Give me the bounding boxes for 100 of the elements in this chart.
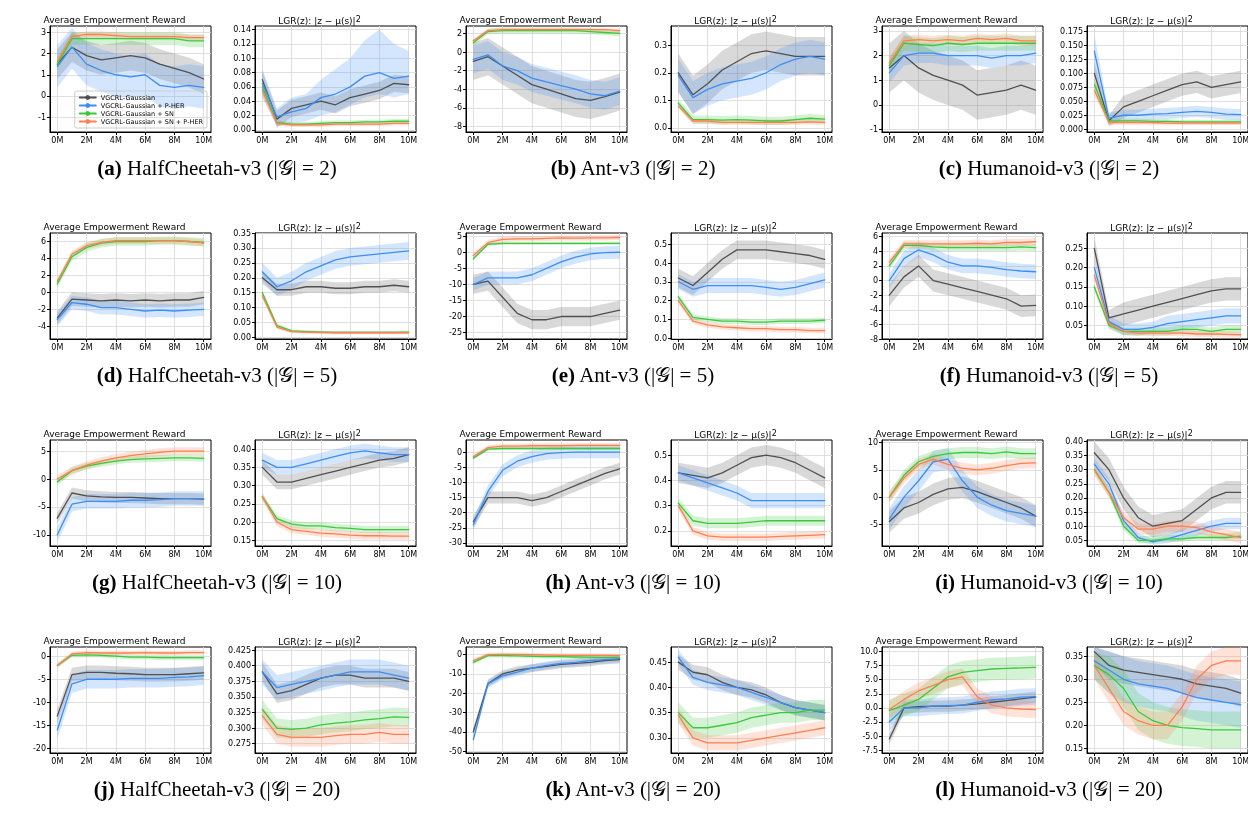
x-tick-label: 0M [883, 342, 896, 352]
y-tick-label: 0.15 [1065, 743, 1083, 753]
y-tick-label: 0.30 [1065, 465, 1083, 475]
x-tick-label: 2M [1117, 549, 1130, 559]
x-tick-label: 4M [1146, 135, 1159, 145]
y-tick-label: 0.20 [1065, 720, 1083, 730]
x-tick-label: 8M [789, 342, 802, 352]
x-tick-label: 2M [80, 342, 93, 352]
y-tick-label: 10 [867, 438, 878, 448]
x-tick-label: 2M [912, 135, 925, 145]
y-tick-label: -20 [448, 508, 462, 518]
x-tick-label: 6M [344, 135, 357, 145]
y-tick-label: -7.5 [862, 745, 878, 755]
x-tick-label: 0M [467, 135, 480, 145]
y-tick-label: 0.30 [233, 243, 251, 253]
x-tick-label: 6M [555, 549, 568, 559]
x-tick-label: 8M [1000, 756, 1013, 766]
y-tick-label: -10 [448, 279, 462, 289]
y-tick-label: -10 [448, 669, 462, 679]
x-tick-label: 2M [701, 135, 714, 145]
y-tick-label: 4 [40, 253, 46, 263]
y-tick-label: 0 [456, 47, 462, 57]
y-tick-label: 2 [872, 261, 878, 271]
x-tick-label: 10M [1232, 756, 1248, 766]
x-tick-label: 10M [195, 756, 213, 766]
y-tick-label: 10.0 [860, 647, 878, 657]
x-tick-label: 4M [525, 756, 538, 766]
x-tick-label: 0M [51, 756, 64, 766]
y-tick-label: 0.05 [1065, 321, 1083, 331]
y-tick-label: 0 [40, 651, 46, 661]
x-tick-label: 2M [912, 756, 925, 766]
y-tick-label: -2 [870, 290, 878, 300]
y-tick-label: 0 [456, 247, 462, 257]
x-tick-label: 10M [1232, 342, 1248, 352]
x-tick-label: 0M [883, 135, 896, 145]
x-tick-label: 4M [525, 135, 538, 145]
y-tick-label: 0.2 [654, 526, 667, 536]
y-tick-label: 0.3 [654, 40, 667, 50]
x-tick-label: 6M [555, 756, 568, 766]
x-tick-label: 6M [344, 549, 357, 559]
x-tick-label: 2M [1117, 342, 1130, 352]
y-tick-label: 0.12 [233, 39, 251, 49]
x-tick-label: 4M [941, 135, 954, 145]
x-tick-label: 6M [971, 756, 984, 766]
y-tick-label: 0.25 [233, 499, 251, 509]
x-tick-label: 8M [789, 549, 802, 559]
x-tick-label: 6M [760, 756, 773, 766]
x-tick-label: 2M [701, 756, 714, 766]
x-tick-label: 2M [1117, 756, 1130, 766]
y-tick-label: 0.25 [1065, 697, 1083, 707]
y-tick-label: 0 [872, 492, 878, 502]
y-tick-label: -5 [454, 263, 462, 273]
y-tick-label: -2 [454, 66, 462, 76]
text: (d) HalfCheetah-v3 (|𝒢| = 5) [95, 363, 339, 388]
x-tick-label: 0M [672, 756, 685, 766]
y-tick-label: -30 [448, 708, 462, 718]
y-tick-label: 0.5 [654, 239, 667, 249]
x-tick-label: 4M [109, 342, 122, 352]
x-tick-label: 10M [1232, 135, 1248, 145]
y-tick-label: -10 [32, 697, 46, 707]
text: (k) Ant-v3 (|𝒢| = 20) [544, 777, 722, 802]
x-tick-label: 2M [912, 342, 925, 352]
x-tick-label: 2M [80, 549, 93, 559]
y-tick-label: 5 [456, 231, 462, 241]
x-tick-label: 0M [1088, 135, 1101, 145]
x-tick-label: 4M [1146, 756, 1159, 766]
y-tick-label: 0 [456, 447, 462, 457]
y-tick-label: 0.10 [1065, 301, 1083, 311]
y-tick-label: 0.25 [1065, 243, 1083, 253]
x-tick-label: 4M [314, 756, 327, 766]
x-tick-label: 2M [285, 756, 298, 766]
x-tick-label: 8M [373, 135, 386, 145]
x-tick-label: 8M [373, 549, 386, 559]
y-tick-label: 0.150 [1060, 41, 1083, 51]
y-tick-label: -25 [448, 328, 462, 338]
chart-title: Average Empowerment Reward [459, 428, 602, 439]
x-tick-label: 0M [883, 756, 896, 766]
y-tick-label: 0.0 [865, 703, 878, 713]
x-tick-label: 10M [816, 756, 834, 766]
y-tick-label: -4 [38, 321, 46, 331]
x-tick-label: 10M [611, 756, 629, 766]
y-tick-label: 0.025 [1060, 110, 1083, 120]
y-tick-label: 0.40 [1065, 436, 1083, 446]
x-tick-label: 2M [496, 756, 509, 766]
y-tick-label: 0.1 [654, 95, 667, 105]
x-tick-label: 0M [883, 549, 896, 559]
text: (g) HalfCheetah-v3 (|𝒢| = 10) [91, 570, 343, 595]
x-tick-label: 10M [1232, 549, 1248, 559]
x-tick-label: 8M [789, 756, 802, 766]
x-tick-label: 8M [584, 135, 597, 145]
x-tick-label: 6M [1176, 342, 1189, 352]
y-tick-label: -4 [454, 84, 462, 94]
x-tick-label: 0M [51, 549, 64, 559]
y-tick-label: 0.20 [233, 517, 251, 527]
y-tick-label: 0 [40, 287, 46, 297]
y-tick-label: 0.175 [1060, 27, 1083, 37]
x-tick-label: 4M [525, 549, 538, 559]
y-tick-label: -5 [38, 502, 46, 512]
text: (a) HalfCheetah-v3 (|𝒢| = 2) [96, 156, 338, 181]
x-tick-label: 6M [344, 342, 357, 352]
